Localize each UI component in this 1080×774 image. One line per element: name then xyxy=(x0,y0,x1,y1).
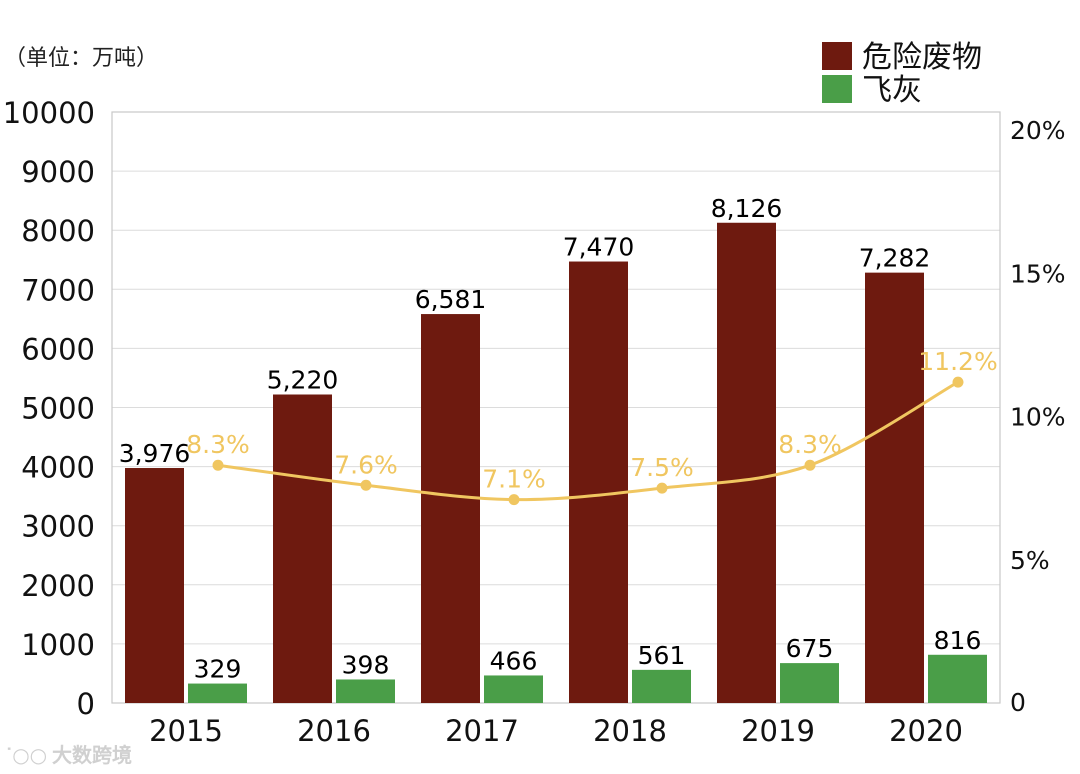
ratio-label: 8.3% xyxy=(778,430,842,459)
bar-hazardous-label: 6,581 xyxy=(415,285,487,314)
watermark-text: 大数跨境 xyxy=(52,743,132,767)
y-left-tick-label: 3000 xyxy=(21,510,95,544)
legend-label: 飞灰 xyxy=(862,73,922,108)
y-left-tick-label: 6000 xyxy=(21,332,95,366)
x-tick-label: 2018 xyxy=(593,714,667,748)
bar-flyash-label: 561 xyxy=(638,641,686,670)
y-right-tick-label: 10% xyxy=(1010,403,1066,432)
bar-flyash-label: 398 xyxy=(342,650,390,679)
bar-flyash xyxy=(336,679,395,703)
ratio-line xyxy=(217,380,959,502)
bar-hazardous-label: 8,126 xyxy=(711,194,783,223)
bar-hazardous xyxy=(717,222,776,703)
ratio-point xyxy=(360,479,372,491)
x-tick-label: 2017 xyxy=(445,714,519,748)
bar-hazardous xyxy=(125,468,184,703)
y-left-tick-label: 2000 xyxy=(21,569,95,603)
bar-flyash-label: 329 xyxy=(194,655,242,684)
bar-flyash xyxy=(632,669,691,703)
y-right-tick-label: 5% xyxy=(1010,546,1050,575)
y-left-tick-label: 10000 xyxy=(3,96,95,130)
bar-flyash-label: 816 xyxy=(934,626,982,655)
x-tick-label: 2020 xyxy=(889,714,963,748)
bar-flyash xyxy=(188,683,247,703)
ratio-point xyxy=(952,376,964,388)
legend-swatch xyxy=(822,75,852,103)
ratio-label: 11.2% xyxy=(918,347,997,376)
y-left-tick-label: 7000 xyxy=(21,273,95,307)
bar-flyash-label: 675 xyxy=(786,634,834,663)
y-left-tick-label: 5000 xyxy=(21,392,95,426)
y-left-tick-label: 8000 xyxy=(21,214,95,248)
ratio-point xyxy=(804,459,816,471)
ratio-label: 8.3% xyxy=(186,430,250,459)
bar-flyash-label: 466 xyxy=(490,646,538,675)
plot-frame xyxy=(111,111,1001,704)
y-right-tick-label: 15% xyxy=(1010,259,1066,288)
ratio-point xyxy=(508,494,520,506)
ratio-label: 7.6% xyxy=(334,450,398,479)
y-left-tick-label: 0 xyxy=(77,687,95,721)
legend-swatch xyxy=(822,42,852,70)
y-left-tick-label: 9000 xyxy=(21,155,95,189)
bar-hazardous-label: 7,282 xyxy=(859,244,931,273)
ratio-point xyxy=(656,482,668,494)
bars-group: 3,976 329 5,220 398 6,581 466 7,470 561 8,126 675… xyxy=(119,194,987,703)
x-tick-label: 2019 xyxy=(741,714,815,748)
ratio-label: 7.1% xyxy=(482,465,546,494)
watermark-logo-icon: ᐝ○○ xyxy=(6,743,47,767)
bar-hazardous xyxy=(421,314,480,703)
bar-flyash xyxy=(928,654,987,703)
ratio-line-group: 8.3% 7.6% 7.1% 7.5% 8.3% 11.2% xyxy=(186,347,998,506)
axes-group: 0 1000 2000 3000 4000 5000 6000 7000 8000 9000 100… xyxy=(3,96,1066,748)
watermark: ᐝ○○ 大数跨境 xyxy=(6,743,132,767)
bar-flyash xyxy=(484,675,543,703)
bar-hazardous-label: 3,976 xyxy=(119,439,191,468)
y-left-tick-label: 4000 xyxy=(21,451,95,485)
ratio-point xyxy=(212,459,224,471)
x-tick-label: 2016 xyxy=(297,714,371,748)
legend-label: 危险废物 xyxy=(862,40,982,75)
unit-label: （单位：万吨） xyxy=(4,46,158,71)
y-left-tick-label: 1000 xyxy=(21,628,95,662)
grid-lines xyxy=(112,170,1000,645)
ratio-label: 7.5% xyxy=(630,453,694,482)
bar-hazardous-label: 7,470 xyxy=(563,233,635,262)
bar-flyash xyxy=(780,663,839,703)
bar-hazardous xyxy=(273,394,332,703)
bar-hazardous-label: 5,220 xyxy=(267,365,339,394)
bar-hazardous xyxy=(865,272,924,703)
x-tick-label: 2015 xyxy=(149,714,223,748)
bar-hazardous xyxy=(569,261,628,703)
y-right-tick-label: 20% xyxy=(1010,116,1066,145)
y-right-tick-label: 0 xyxy=(1010,688,1026,717)
